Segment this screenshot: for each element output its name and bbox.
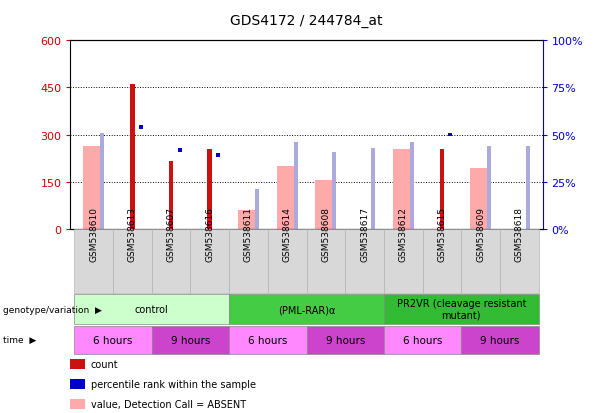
Text: GDS4172 / 244784_at: GDS4172 / 244784_at [230, 14, 383, 28]
Bar [526, 147, 530, 229]
Bar [169, 162, 173, 229]
Bar [371, 148, 375, 229]
Bar [470, 168, 491, 229]
Text: GSM538613: GSM538613 [128, 206, 137, 261]
Text: GSM538607: GSM538607 [167, 206, 175, 261]
Bar [487, 147, 491, 229]
Text: GSM538612: GSM538612 [398, 206, 408, 261]
Bar [130, 85, 135, 229]
Bar [255, 190, 259, 229]
Text: GSM538614: GSM538614 [283, 206, 292, 261]
Text: value, Detection Call = ABSENT: value, Detection Call = ABSENT [91, 399, 246, 409]
Text: 9 hours: 9 hours [171, 335, 210, 345]
Text: 9 hours: 9 hours [480, 335, 520, 345]
Text: 6 hours: 6 hours [248, 335, 287, 345]
Bar [83, 146, 104, 229]
Text: 6 hours: 6 hours [403, 335, 442, 345]
Text: count: count [91, 359, 118, 369]
Text: GSM538610: GSM538610 [89, 206, 98, 261]
Text: 9 hours: 9 hours [326, 335, 365, 345]
Text: 6 hours: 6 hours [93, 335, 133, 345]
Text: GSM538615: GSM538615 [438, 206, 446, 261]
Bar [410, 143, 414, 229]
Bar [440, 150, 444, 229]
Text: time  ▶: time ▶ [3, 335, 36, 344]
Text: GSM538608: GSM538608 [321, 206, 330, 261]
Text: percentile rank within the sample: percentile rank within the sample [91, 379, 256, 389]
Bar [276, 166, 298, 229]
Bar [332, 152, 337, 229]
Bar [101, 133, 104, 229]
Text: (PML-RAR)α: (PML-RAR)α [278, 304, 335, 314]
Text: genotype/variation  ▶: genotype/variation ▶ [3, 305, 102, 314]
Text: GSM538616: GSM538616 [205, 206, 215, 261]
Bar [294, 143, 297, 229]
Text: GSM538611: GSM538611 [244, 206, 253, 261]
Text: PR2VR (cleavage resistant
mutant): PR2VR (cleavage resistant mutant) [397, 299, 526, 320]
Text: control: control [135, 304, 169, 314]
Bar [392, 150, 414, 229]
Bar [238, 211, 259, 229]
Text: GSM538618: GSM538618 [515, 206, 524, 261]
Bar [315, 180, 337, 229]
Text: GSM538609: GSM538609 [476, 206, 485, 261]
Bar [207, 150, 212, 229]
Text: GSM538617: GSM538617 [360, 206, 369, 261]
